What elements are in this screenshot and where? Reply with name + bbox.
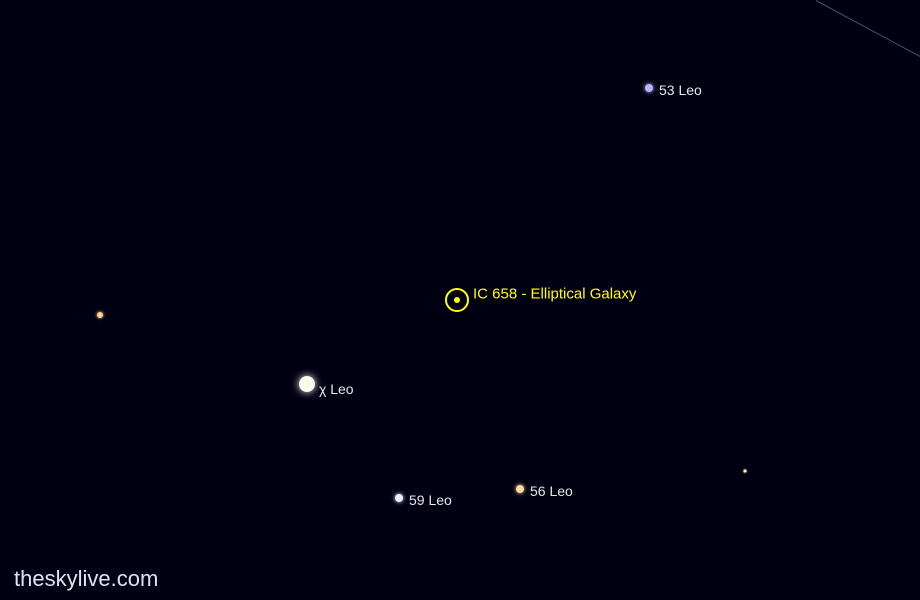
star-faint-yellow-right — [744, 470, 747, 473]
target-label: IC 658 - Elliptical Galaxy — [473, 286, 636, 303]
target-dot — [454, 297, 460, 303]
star-label-53 Leo: 53 Leo — [659, 82, 702, 98]
star-label-chi Leo: χ Leo — [319, 381, 354, 397]
sky-chart: 53 Leo χ Leo 59 Leo 56 Leo IC 658 - Elliptic… — [0, 0, 920, 600]
star-label-56 Leo: 56 Leo — [530, 483, 573, 499]
star-59 Leo — [395, 494, 403, 502]
watermark: theskylive.com — [14, 566, 158, 592]
star-53 Leo — [645, 84, 653, 92]
star-chi Leo — [299, 376, 315, 392]
star-label-59 Leo: 59 Leo — [409, 492, 452, 508]
star-56 Leo — [516, 485, 524, 493]
constellation-line — [816, 0, 920, 57]
star-faint-orange-left — [97, 312, 103, 318]
